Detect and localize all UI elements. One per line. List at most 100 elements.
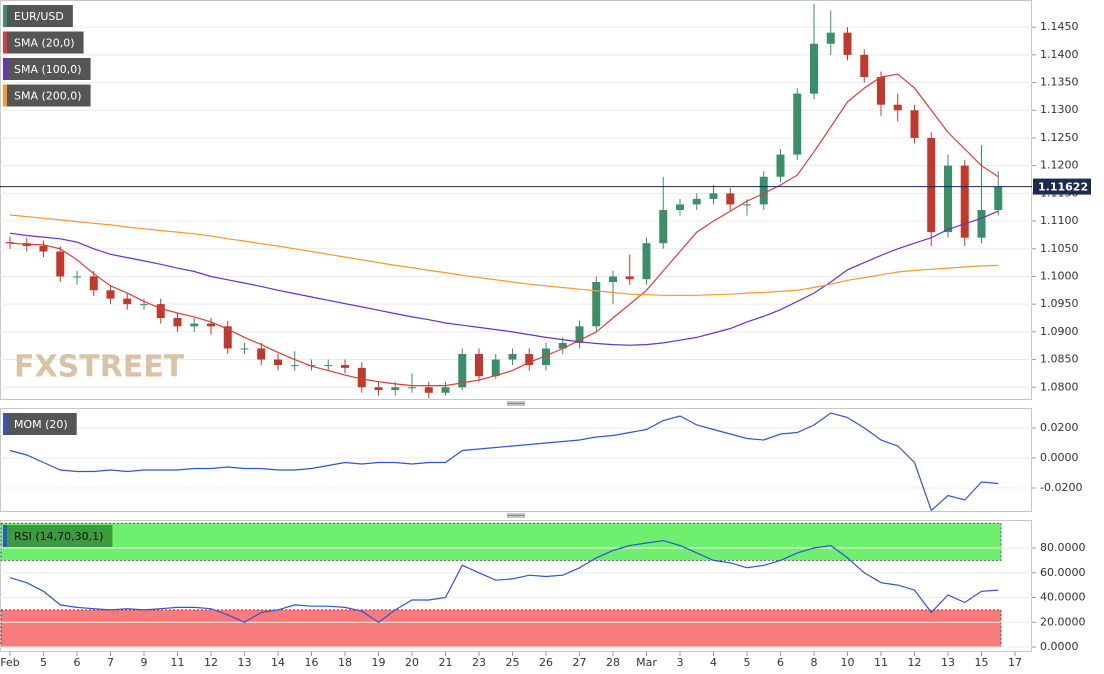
candle-body <box>441 387 450 393</box>
candle-body <box>508 354 517 360</box>
legend-box <box>3 58 91 80</box>
y-tick-label: 0.0000 <box>1040 451 1079 464</box>
x-tick-label: 9 <box>141 656 148 669</box>
candle-body <box>625 276 634 280</box>
candle-body <box>692 198 701 205</box>
candle-body <box>609 276 617 282</box>
y-tick-label: 1.1250 <box>1040 131 1079 144</box>
y-tick-label: 1.1100 <box>1040 214 1079 227</box>
x-tick-label: 16 <box>305 656 319 669</box>
candle-body <box>558 342 567 349</box>
candle-body <box>156 304 165 319</box>
x-tick-label: 27 <box>573 656 587 669</box>
candle-body <box>960 165 969 238</box>
zone <box>0 522 1002 561</box>
candle-body <box>6 242 14 244</box>
panel: 1.0800 1.0850 1.0900 1.0950 1.1000 1.1050 1.11… <box>0 0 1091 406</box>
panel: 0.0000 20.0000 40.0000 60.0000 80.0000 RSI (1… <box>0 520 1086 653</box>
candle-body <box>709 193 718 199</box>
legend-label: MOM (20) <box>14 418 68 431</box>
legend-box <box>3 84 91 107</box>
candle-body <box>424 387 433 393</box>
candle-body <box>73 276 81 278</box>
x-tick-label: 25 <box>506 656 520 669</box>
y-tick-label: 1.1050 <box>1040 242 1079 255</box>
candle-body <box>341 365 349 368</box>
x-tick-label: 21 <box>439 656 453 669</box>
candle-body <box>575 326 584 343</box>
y-tick-label: 20.0000 <box>1040 615 1086 628</box>
candle-body <box>525 354 534 366</box>
candle-body <box>123 298 132 305</box>
legend-label: SMA (200,0) <box>14 90 82 103</box>
candle-body <box>374 387 383 391</box>
candle-body <box>190 323 199 327</box>
candle-body <box>743 204 751 206</box>
candle-body <box>408 387 416 389</box>
y-tick-label: 1.1000 <box>1040 269 1079 282</box>
legend-label: EUR/USD <box>14 10 64 23</box>
candle-body <box>207 323 215 327</box>
x-tick-label: 18 <box>338 656 352 669</box>
candle-body <box>927 137 936 233</box>
x-tick-label: 17 <box>1008 656 1022 669</box>
candle-body <box>826 32 835 44</box>
y-tick-label: 1.0900 <box>1040 325 1079 338</box>
candle-body <box>290 365 299 367</box>
legend-swatch <box>3 525 7 547</box>
x-tick-label: 3 <box>677 656 684 669</box>
series-line <box>9 73 999 387</box>
candle-body <box>173 318 182 327</box>
x-tick-label: 13 <box>238 656 252 669</box>
x-tick-label: 23 <box>472 656 486 669</box>
legend-label: RSI (14,70,30,1) <box>14 530 103 543</box>
series-line <box>9 214 999 296</box>
x-tick-label: 15 <box>975 656 989 669</box>
legend-box <box>3 525 113 547</box>
series-line <box>9 210 999 346</box>
candle-body <box>39 245 48 252</box>
candle-body <box>994 186 1003 210</box>
candle-body <box>810 43 818 94</box>
x-tick-label: 13 <box>941 656 955 669</box>
legend-swatch <box>3 84 7 107</box>
legend-swatch <box>3 5 7 27</box>
x-tick-label: Feb <box>0 656 19 669</box>
x-tick-label: 11 <box>874 656 888 669</box>
x-tick-label: 12 <box>204 656 218 669</box>
y-tick-label: 1.1400 <box>1040 48 1079 61</box>
y-tick-label: 1.1200 <box>1040 159 1079 172</box>
x-tick-label: 6 <box>777 656 784 669</box>
candle-body <box>944 165 952 233</box>
y-tick-label: 0.0200 <box>1040 421 1079 434</box>
candle-body <box>542 348 550 366</box>
y-tick-label: 60.0000 <box>1040 566 1086 579</box>
candle-body <box>726 193 735 205</box>
candle-body <box>274 359 282 366</box>
series-line <box>9 412 999 512</box>
x-tick-label: 19 <box>372 656 386 669</box>
candle-body <box>592 281 601 327</box>
x-tick-label: 14 <box>271 656 285 669</box>
candle-body <box>676 204 684 210</box>
legend-box <box>3 5 73 27</box>
y-tick-label: 1.1300 <box>1040 103 1079 116</box>
legend-box <box>3 31 84 54</box>
last-price-label: 1.11622 <box>1038 181 1088 194</box>
y-tick-label: 0.0000 <box>1040 640 1079 653</box>
candle-body <box>89 276 98 291</box>
y-tick-label: 1.1450 <box>1040 20 1079 33</box>
legend-label: SMA (20,0) <box>14 37 75 50</box>
candle-body <box>223 326 232 349</box>
x-tick-label: 12 <box>908 656 922 669</box>
candle-body <box>977 209 986 238</box>
x-tick-label: 5 <box>744 656 751 669</box>
candle-body <box>475 354 483 377</box>
watermark: FXSTREET <box>14 350 185 385</box>
y-tick-label: -0.0200 <box>1040 481 1082 494</box>
candle-body <box>860 54 869 78</box>
x-tick-label: 26 <box>539 656 553 669</box>
x-tick-label: 8 <box>811 656 818 669</box>
y-tick-label: 1.0950 <box>1040 297 1079 310</box>
y-tick-label: 1.0850 <box>1040 353 1079 366</box>
